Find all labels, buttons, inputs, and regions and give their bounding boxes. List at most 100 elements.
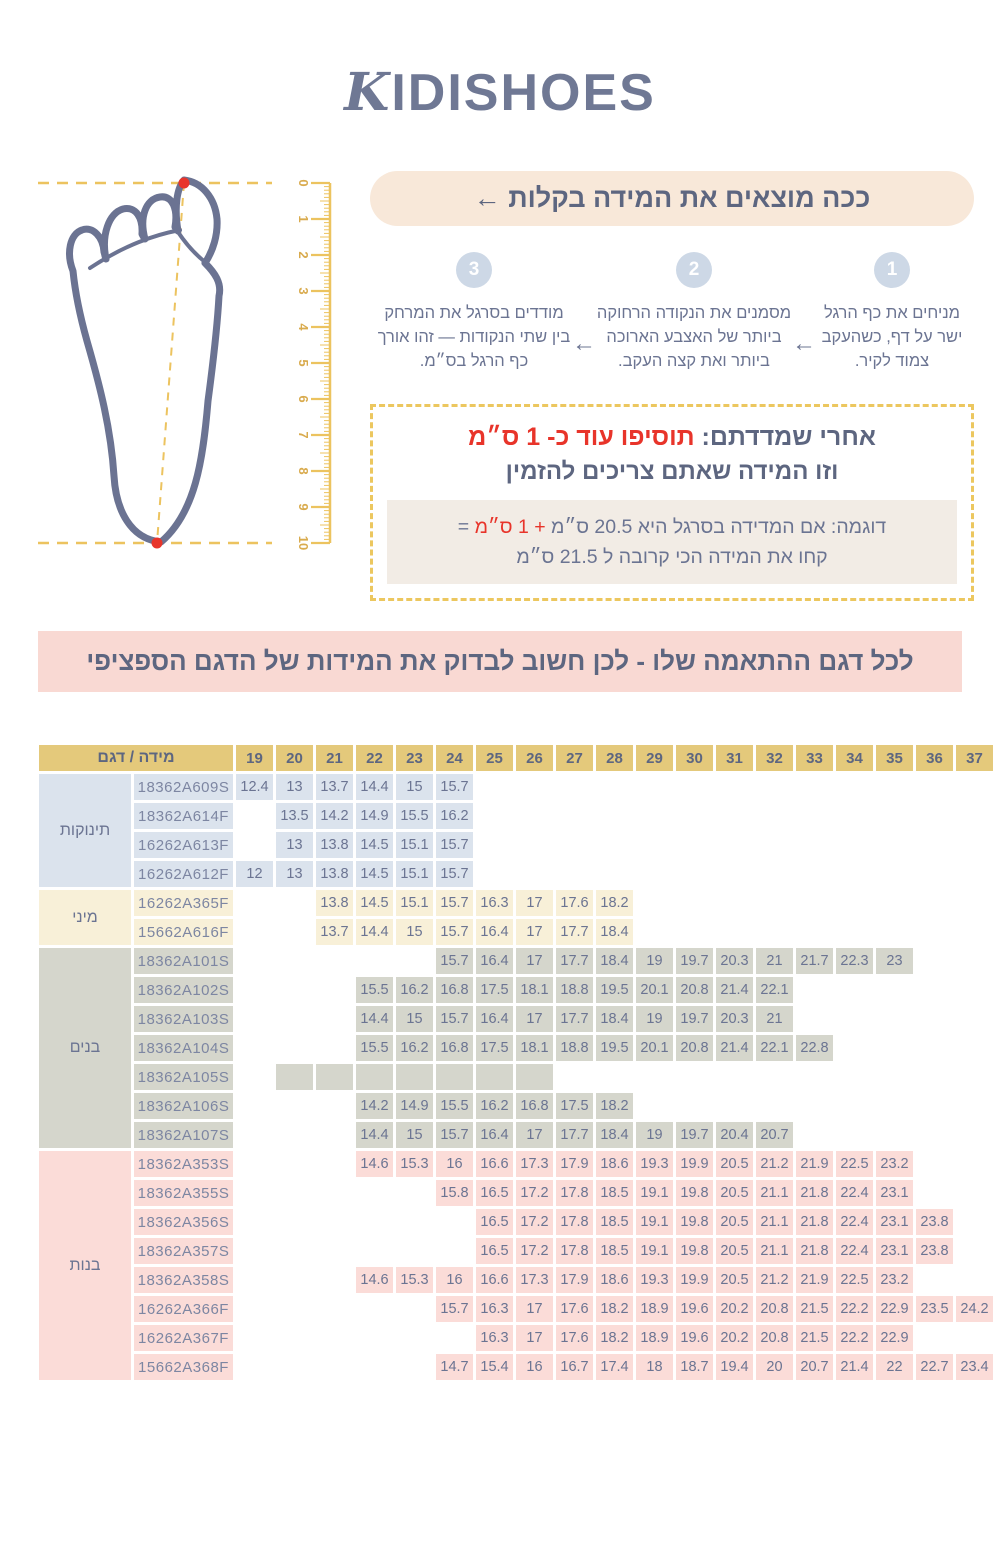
size-value-cell: 13.7 <box>316 774 353 801</box>
size-value-cell <box>316 1267 353 1293</box>
size-value-cell <box>836 1122 873 1148</box>
size-value-cell: 14.9 <box>396 1093 433 1120</box>
size-value-cell: 21.9 <box>796 1151 833 1178</box>
size-value-cell: 12 <box>236 861 273 888</box>
size-value-cell <box>716 919 753 945</box>
size-value-cell <box>276 1238 313 1264</box>
size-value-cell <box>236 803 273 829</box>
table-row: בנות 18362A353S 14.6 15.3 16 16.6 17.3 17.9 18.6… <box>39 1151 993 1381</box>
size-value-cell <box>956 803 993 829</box>
size-value-cell: 22 <box>876 1354 913 1381</box>
size-value-cell <box>676 832 713 858</box>
example-box: דוגמה: אם המדידה בסרגל היא 20.5 ס״מ + 1 … <box>387 499 957 585</box>
size-value-cell <box>876 1035 913 1061</box>
size-value-cell: 13.8 <box>316 861 353 888</box>
size-value-cell <box>836 890 873 916</box>
size-value-cell: 16.5 <box>476 1209 513 1236</box>
size-value-cell <box>836 1064 873 1090</box>
size-value-cell: 19.7 <box>676 1006 713 1033</box>
size-value-cell: 20 <box>756 1354 793 1381</box>
size-value-cell: 15.1 <box>396 890 433 917</box>
size-value-cell: 12.4 <box>236 774 273 801</box>
example-line-1: דוגמה: אם המדידה בסרגל היא 20.5 ס״מ + 1 … <box>397 512 947 542</box>
size-value-cell <box>316 977 353 1003</box>
size-value-cell <box>716 774 753 800</box>
size-value-cell <box>276 1209 313 1235</box>
size-value-cell: 20.5 <box>716 1209 753 1236</box>
left-arrow-icon: ← <box>572 330 596 357</box>
size-value-cell <box>716 861 753 887</box>
measuring-section: 0 1 2 3 4 5 6 7 8 9 10 ככה מוצאים את המידה בקלות ←… <box>30 171 974 602</box>
step-2: 2 מסמנים את הנקודה הרחוקה ביותר של האצבע… <box>596 252 792 374</box>
model-number-cell: 18362A104S <box>134 1035 233 1062</box>
model-number-cell: 18362A101S <box>134 948 233 975</box>
size-value-cell: 18.8 <box>556 1035 593 1062</box>
size-value-cell: 15.5 <box>356 977 393 1004</box>
size-value-cell: 18.1 <box>516 977 553 1004</box>
size-value-cell <box>836 832 873 858</box>
size-value-cell <box>756 774 793 800</box>
size-value-cell <box>796 1122 833 1148</box>
size-value-cell: 23.8 <box>916 1209 953 1236</box>
size-value-cell: 21.9 <box>796 1267 833 1294</box>
size-value-cell <box>596 832 633 858</box>
table-row: 16262A613F 13 13.8 14.5 15.1 15.7 <box>39 832 993 859</box>
size-value-cell: 21.4 <box>836 1354 873 1381</box>
size-value-cell <box>636 1093 673 1119</box>
size-value-cell <box>236 1006 273 1032</box>
group-label-cell: תינוקות <box>39 774 131 888</box>
size-value-cell: 23.1 <box>876 1238 913 1265</box>
size-value-cell <box>836 919 873 945</box>
size-column-header: 20 <box>276 745 313 772</box>
size-value-cell: 16.8 <box>516 1093 553 1120</box>
size-value-cell: 18.5 <box>596 1209 633 1236</box>
size-value-cell <box>316 1209 353 1235</box>
size-value-cell <box>676 1093 713 1119</box>
size-value-cell <box>876 1006 913 1032</box>
size-value-cell: 17.7 <box>556 1122 593 1149</box>
size-value-cell <box>756 861 793 887</box>
model-number-cell: 15662A616F <box>134 919 233 946</box>
size-value-cell <box>956 1006 993 1032</box>
size-value-cell: 17.6 <box>556 890 593 917</box>
size-value-cell <box>276 1093 313 1119</box>
size-value-cell <box>916 1151 953 1177</box>
size-column-header: 33 <box>796 745 833 772</box>
size-value-cell: 16.3 <box>476 1296 513 1323</box>
size-value-cell <box>316 948 353 974</box>
size-value-cell <box>476 832 513 858</box>
size-value-cell <box>956 1064 993 1090</box>
size-value-cell: 17.2 <box>516 1180 553 1207</box>
size-value-cell: 14.6 <box>356 1151 393 1178</box>
size-value-cell <box>276 1122 313 1148</box>
size-value-cell: 15 <box>396 1006 433 1033</box>
size-value-cell: 19.8 <box>676 1180 713 1207</box>
size-value-cell: 23.2 <box>876 1151 913 1178</box>
size-value-cell <box>956 1035 993 1061</box>
size-value-cell <box>556 774 593 800</box>
size-value-cell <box>956 948 993 974</box>
size-value-cell <box>796 1006 833 1032</box>
svg-text:0: 0 <box>296 179 311 186</box>
foot-measuring-diagram: 0 1 2 3 4 5 6 7 8 9 10 <box>30 171 342 601</box>
size-value-cell: 16.2 <box>476 1093 513 1120</box>
size-value-cell <box>356 1209 393 1235</box>
size-value-cell: 16.5 <box>476 1238 513 1265</box>
step-3-text: מודדים בסרגל את המרחק בין שתי הנקודות — … <box>377 304 571 370</box>
size-value-cell: 16.3 <box>476 1325 513 1352</box>
model-number-cell: 16262A613F <box>134 832 233 859</box>
size-value-cell: 17.6 <box>556 1296 593 1323</box>
size-value-cell: 23 <box>876 948 913 975</box>
size-value-cell <box>276 1296 313 1322</box>
size-value-cell <box>796 861 833 887</box>
size-value-cell: 15.4 <box>476 1354 513 1381</box>
size-value-cell: 17 <box>516 919 553 946</box>
size-value-cell: 21.2 <box>756 1151 793 1178</box>
size-column-header: 35 <box>876 745 913 772</box>
svg-text:3: 3 <box>296 287 311 294</box>
size-value-cell <box>636 832 673 858</box>
size-value-cell: 19.3 <box>636 1267 673 1294</box>
size-value-cell: 20.8 <box>756 1296 793 1323</box>
table-row: מיני 16262A365F 13.8 14.5 15.1 15.7 16.3 17 17.6… <box>39 890 993 946</box>
size-value-cell <box>916 861 953 887</box>
